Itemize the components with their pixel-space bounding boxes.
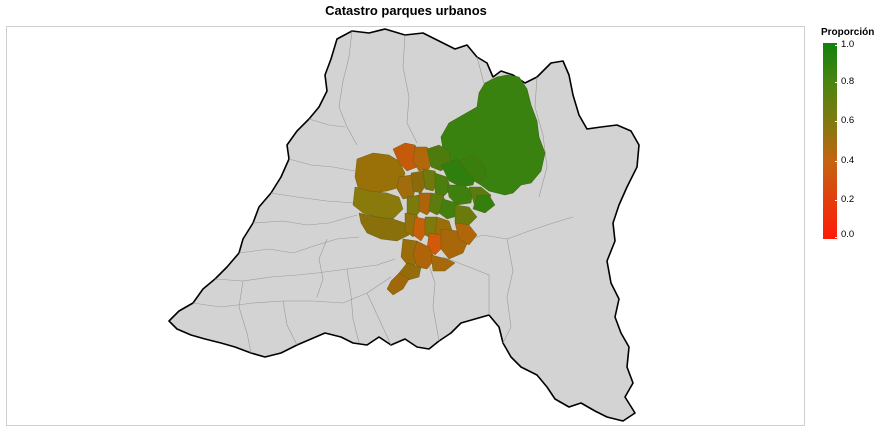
color-legend: Proporción 1.0 0.8 0.6 0.4 0.2 0.0	[820, 27, 886, 247]
map-panel[interactable]	[6, 26, 805, 426]
legend-tick	[835, 45, 838, 46]
legend-tick-label: 0.2	[841, 194, 855, 205]
legend-tick-label: 1.0	[841, 39, 855, 50]
legend-tick	[835, 82, 838, 83]
legend-tick-label: 0.0	[841, 229, 855, 240]
legend-color-bar	[823, 43, 837, 239]
legend-tick-label: 0.6	[841, 115, 855, 126]
legend-tick	[835, 237, 838, 238]
legend-tick-label: 0.8	[841, 76, 855, 87]
legend-tick	[835, 200, 838, 201]
urban-communes	[352, 142, 496, 296]
legend-title: Proporción	[821, 27, 875, 38]
legend-tick	[835, 121, 838, 122]
region-map	[168, 28, 640, 422]
legend-tick-label: 0.4	[841, 155, 855, 166]
commune-borders	[192, 30, 574, 354]
map-title: Catastro parques urbanos	[325, 3, 487, 18]
legend-tick	[835, 161, 838, 162]
